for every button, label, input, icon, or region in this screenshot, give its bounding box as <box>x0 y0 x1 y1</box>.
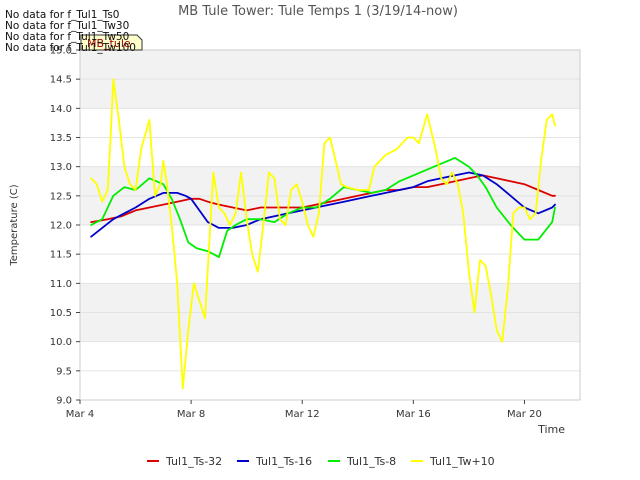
tooltip: MB_tule <box>80 34 143 51</box>
y-tick-label: 10.0 <box>50 337 72 348</box>
legend-label: Tul1_Tw+10 <box>429 455 495 468</box>
x-tick-label: Mar 12 <box>285 409 320 420</box>
y-tick-label: 15.0 <box>50 46 72 57</box>
series-lines <box>90 78 556 390</box>
y-tick-label: 11.5 <box>50 250 72 261</box>
chart-title: MB Tule Tower: Tule Temps 1 (3/19/14-now… <box>178 4 458 19</box>
legend: Tul1_Ts-32 Tul1_Ts-16 Tul1_Ts-8 Tul1_Tw+10 <box>147 455 495 468</box>
no-data-message: No data for f_Tul1_Tw50 <box>5 31 129 43</box>
y-tick-label: 11.0 <box>50 279 72 290</box>
tooltip-label: MB_tule <box>87 37 131 50</box>
no-data-message: No data for f_Tul1_Ts0 <box>5 9 119 21</box>
legend-label: Tul1_Ts-32 <box>165 455 222 468</box>
x-tick-label: Mar 4 <box>66 409 94 420</box>
series-line-Tul1_Ts-16 <box>90 171 556 238</box>
y-tick-label: 14.0 <box>50 104 72 115</box>
no-data-message: No data for f_Tul1_Tw100 <box>5 42 136 54</box>
x-tick-label: Mar 16 <box>396 409 431 420</box>
y-tick-label: 10.5 <box>50 308 72 319</box>
x-tick-label: Mar 20 <box>507 409 542 420</box>
y-tick-label: 12.0 <box>50 221 72 232</box>
y-axis-label: Temperature (C) <box>9 184 20 266</box>
no-data-message: No data for f_Tul1_Tw30 <box>5 20 129 32</box>
x-axis-label: Time <box>537 423 565 436</box>
y-tick-label: 9.5 <box>56 366 72 377</box>
x-tick-label: Mar 8 <box>177 409 205 420</box>
y-axis-ticks: 9.0 9.5 10.0 10.5 11.0 11.5 12.0 12.5 13.0 13.5 14… <box>50 46 80 407</box>
legend-label: Tul1_Ts-16 <box>255 455 312 468</box>
x-axis-ticks: Mar 4 Mar 8 Mar 12 Mar 16 Mar 20 <box>66 400 542 420</box>
legend-label: Tul1_Ts-8 <box>346 455 396 468</box>
y-tick-label: 13.5 <box>50 133 72 144</box>
series-line-Tul1_Tw+10 <box>90 78 556 390</box>
y-tick-label: 13.0 <box>50 162 72 173</box>
y-tick-label: 9.0 <box>56 396 72 407</box>
y-tick-label: 14.5 <box>50 75 72 86</box>
y-tick-label: 12.5 <box>50 191 72 202</box>
tooltip-box <box>80 34 143 51</box>
